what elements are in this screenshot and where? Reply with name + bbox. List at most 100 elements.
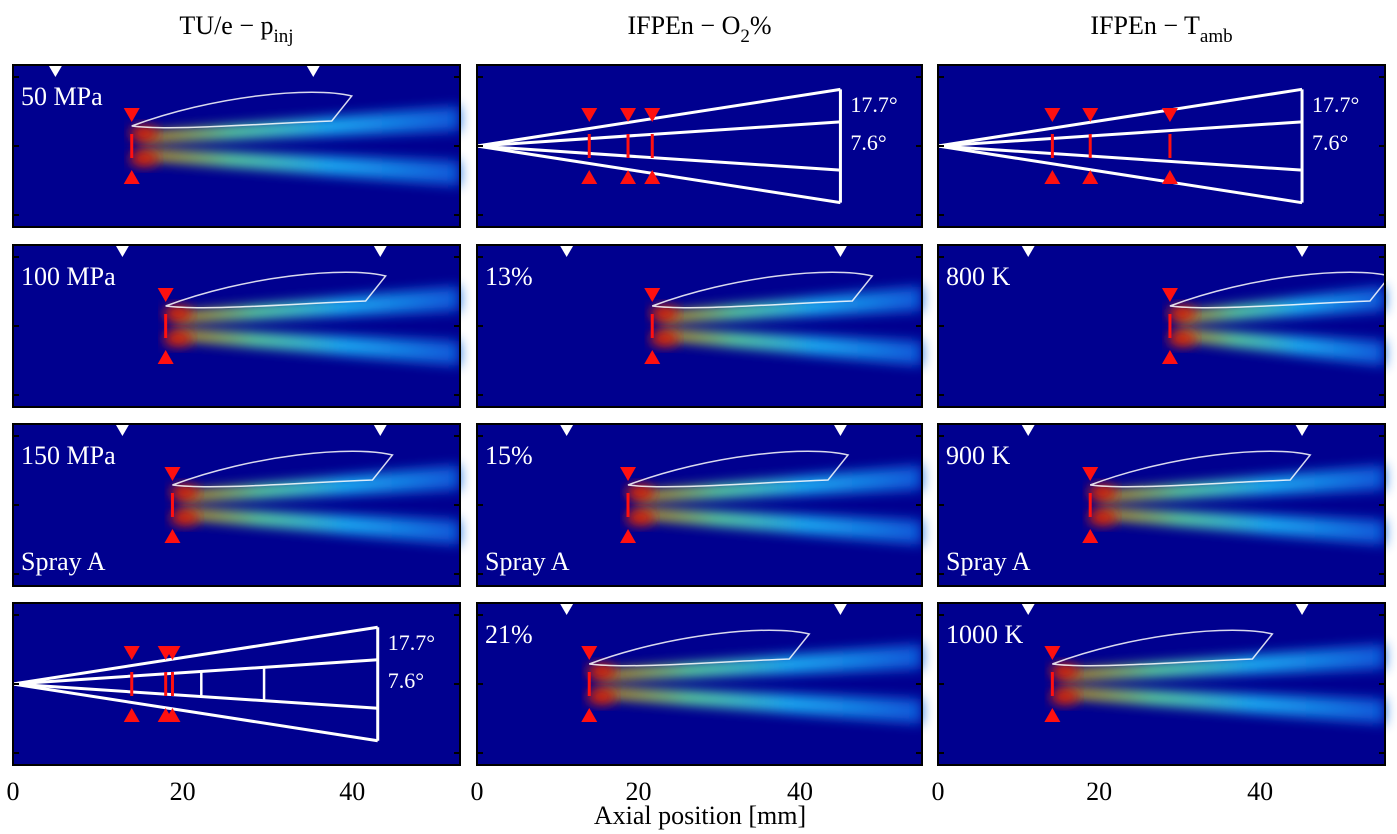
red-marker-bottom <box>581 708 598 722</box>
jet-core <box>1167 306 1196 320</box>
jet-lobe <box>1169 330 1385 366</box>
cone-edge <box>476 120 841 172</box>
x-tick-label: 0 <box>471 777 484 806</box>
jet-lobe <box>131 106 461 142</box>
jet-core <box>163 306 192 320</box>
white-marker <box>115 245 130 257</box>
red-marker-top <box>123 108 140 122</box>
white-marker <box>373 245 388 257</box>
panel-background <box>477 245 922 407</box>
panel: 13% <box>476 244 923 408</box>
jet-core <box>170 511 199 525</box>
red-marker-bottom <box>1161 350 1178 364</box>
contour <box>1052 629 1274 667</box>
red-marker-bottom <box>164 708 181 722</box>
panel-background <box>938 424 1385 586</box>
jet-core <box>163 332 192 346</box>
angle-label: 17.7° <box>1312 92 1359 117</box>
red-marker-top <box>164 646 181 660</box>
panel-background <box>13 603 460 765</box>
red-marker-top <box>1161 288 1178 302</box>
red-marker-bottom <box>644 350 661 364</box>
title-sub: 2 <box>740 26 750 47</box>
title-after: % <box>750 11 772 40</box>
panel-note: Spray A <box>946 547 1031 576</box>
panel: 800 K <box>937 244 1392 408</box>
jet-lobe <box>131 150 461 186</box>
panel-background <box>938 245 1385 407</box>
jet-core <box>1050 664 1079 678</box>
red-marker-top <box>644 288 661 302</box>
jet-lobe <box>1052 644 1385 680</box>
red-marker-top <box>620 108 637 122</box>
jet-lobe <box>589 688 922 724</box>
white-marker <box>115 424 130 436</box>
panel-label: 800 K <box>946 262 1011 291</box>
red-marker-bottom <box>644 170 661 184</box>
red-marker-top <box>1161 108 1178 122</box>
title-main: IFPEn − T <box>1090 11 1200 40</box>
white-marker <box>1021 603 1036 615</box>
jet-lobe <box>1052 688 1385 724</box>
white-marker <box>1295 603 1310 615</box>
contour <box>627 450 850 488</box>
panel-background <box>938 603 1385 765</box>
cone-edge <box>937 87 1303 205</box>
white-marker <box>833 603 848 615</box>
x-tick-label: 20 <box>626 777 652 806</box>
red-marker-top <box>644 108 661 122</box>
red-marker-bottom <box>123 708 140 722</box>
white-marker <box>1021 424 1036 436</box>
red-marker-top <box>581 108 598 122</box>
jet-core <box>626 511 655 525</box>
x-tick-label: 0 <box>7 777 20 806</box>
red-marker-bottom <box>1082 529 1099 543</box>
white-marker <box>1295 245 1310 257</box>
jet-lobe <box>1090 509 1385 545</box>
panel-frame <box>937 602 1386 766</box>
red-marker-bottom <box>157 350 174 364</box>
contour <box>131 91 354 129</box>
jet-lobe <box>589 644 922 680</box>
jet-core <box>650 306 679 320</box>
panel: 50 MPa <box>12 64 461 228</box>
red-marker-bottom <box>620 170 637 184</box>
x-tick-label: 20 <box>170 777 196 806</box>
panel-background <box>938 65 1385 227</box>
panel-frame <box>476 602 923 766</box>
panel: 15% Spray A <box>476 423 923 587</box>
white-marker <box>559 603 574 615</box>
panel-background <box>13 65 460 227</box>
x-tick-label: 40 <box>787 777 813 806</box>
jet-core <box>129 152 158 166</box>
panel-note: Spray A <box>485 547 570 576</box>
cone-edge <box>12 658 378 710</box>
red-marker-bottom <box>1161 170 1178 184</box>
panel-frame <box>12 244 461 408</box>
jet-core <box>1088 511 1117 525</box>
panel-frame <box>12 602 461 766</box>
red-marker-top <box>620 467 637 481</box>
contour <box>588 629 811 667</box>
jet-lobe <box>165 330 460 366</box>
white-marker <box>1295 424 1310 436</box>
jet-core <box>1088 485 1117 499</box>
angle-label: 7.6° <box>850 130 886 155</box>
cone-edge <box>12 625 378 743</box>
red-marker-top <box>581 646 598 660</box>
column-title: IFPEn − O2% <box>627 11 771 47</box>
red-marker-bottom <box>1044 708 1061 722</box>
panel-background <box>477 65 922 227</box>
jet-core <box>587 664 616 678</box>
jet-lobe <box>1169 286 1385 322</box>
red-marker-bottom <box>1082 170 1099 184</box>
jet-lobe <box>172 509 460 545</box>
panel-frame <box>12 423 461 587</box>
angle-label: 7.6° <box>388 668 424 693</box>
red-marker-bottom <box>1044 170 1061 184</box>
panel-frame <box>476 244 923 408</box>
red-marker-top <box>1044 108 1061 122</box>
jet-lobe <box>628 509 922 545</box>
panel: 900 K Spray A <box>937 423 1386 587</box>
